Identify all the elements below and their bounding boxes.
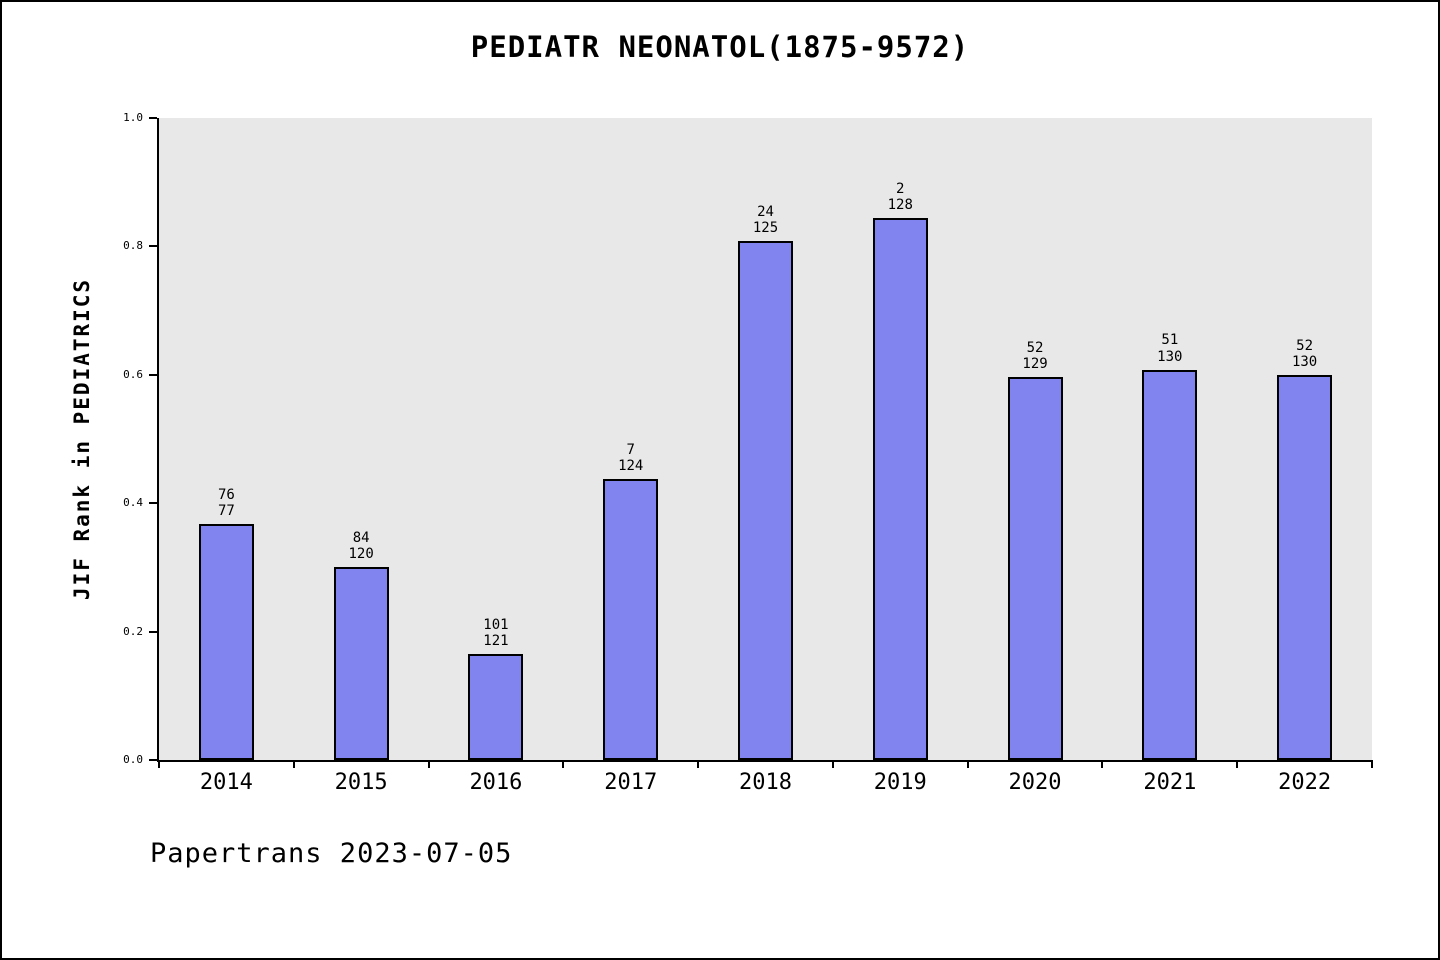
y-tick-label: 0.4 [123,496,143,510]
x-category-label: 2021 [1143,770,1197,795]
x-category-label: 2020 [1008,770,1062,795]
bar-2018 [738,241,793,760]
bar-value-label: 52 130 [1291,337,1318,370]
x-category-label: 2015 [334,770,388,795]
x-category-label: 2016 [469,770,523,795]
chart-title: PEDIATR NEONATOL(1875-9572) [470,30,970,64]
y-tick-mark [149,245,157,248]
x-tick-mark [1101,760,1104,768]
bar-2015 [333,567,389,760]
x-category-label: 2018 [739,770,792,795]
y-tick-mark [149,502,157,505]
x-category-label: 2022 [1278,770,1332,795]
y-tick-label: 1.0 [123,111,143,124]
x-tick-mark [1371,760,1373,768]
x-tick-mark [966,760,969,768]
bar-2017 [603,479,659,760]
x-category-label: 2014 [199,770,253,795]
y-tick-mark [149,373,157,376]
y-tick-mark [149,630,157,633]
bar-value-label: 84 120 [348,530,374,563]
y-tick-label: 0.2 [123,624,143,638]
bar-2016 [468,654,524,760]
y-tick-label: 0.0 [123,753,143,766]
y-axis-label: JIF Rank in PEDIATRICS [70,277,94,601]
x-category-label: 2017 [604,770,658,795]
bar-2021 [1142,369,1198,760]
x-tick-mark [158,760,160,768]
x-tick-mark [697,760,700,768]
y-tick-label: 0.8 [123,239,143,253]
y-tick-mark [149,117,157,119]
bar-value-label: 7 124 [618,442,644,475]
bar-value-label: 2 128 [887,180,913,214]
bar-value-label: 51 130 [1157,332,1183,365]
plot-area: 0.0 0.2 0.4 0.6 0.8 1.0 76 77 2014 84 120 2015 101… [123,111,1373,795]
y-tick-label: 0.6 [123,367,143,381]
bar-value-label: 24 125 [752,204,779,237]
bar-2020 [1007,376,1063,760]
bar-2014 [198,523,254,760]
x-tick-mark [427,760,430,768]
x-tick-mark [562,760,565,768]
y-tick-mark [149,759,157,761]
x-tick-mark [831,760,834,768]
x-category-label: 2019 [873,770,927,795]
x-tick-mark [1236,760,1239,768]
bar-value-label: 76 77 [217,486,235,519]
bar-value-label: 101 121 [483,616,509,649]
watermark-text: Papertrans 2023-07-05 [150,838,513,869]
bar-value-label: 52 129 [1022,339,1048,372]
bar-2022 [1277,374,1333,760]
x-tick-mark [292,760,295,768]
bar-2019 [872,218,928,760]
